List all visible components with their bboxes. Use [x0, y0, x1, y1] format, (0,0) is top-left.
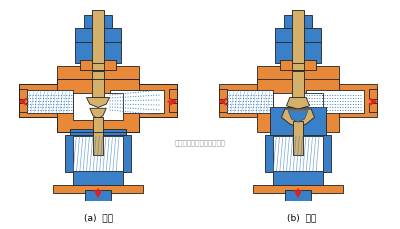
Bar	[110, 91, 164, 114]
Bar	[93, 118, 103, 155]
Bar	[73, 94, 123, 120]
Bar	[54, 185, 142, 193]
Bar	[273, 169, 323, 187]
Bar	[275, 29, 321, 44]
Bar	[292, 72, 304, 98]
Bar	[369, 90, 377, 100]
Polygon shape	[288, 111, 308, 123]
Bar	[254, 185, 342, 193]
Bar	[85, 190, 111, 202]
Polygon shape	[90, 109, 106, 120]
Bar	[280, 60, 316, 70]
Bar	[27, 91, 73, 114]
Bar	[219, 85, 268, 118]
Bar	[285, 190, 311, 202]
Polygon shape	[86, 98, 110, 108]
Bar	[92, 62, 104, 70]
Bar	[306, 91, 364, 114]
Bar	[128, 85, 177, 118]
Bar	[19, 90, 27, 100]
Bar	[169, 103, 177, 113]
Bar	[73, 169, 123, 187]
Bar	[265, 136, 331, 172]
Polygon shape	[282, 110, 314, 128]
Bar	[57, 80, 139, 133]
Bar	[75, 29, 121, 44]
Bar	[65, 136, 131, 172]
Bar	[292, 62, 304, 70]
Bar	[270, 108, 326, 137]
Bar	[57, 67, 139, 85]
Bar	[92, 11, 104, 64]
Bar	[273, 137, 323, 171]
Text: (b)  合流: (b) 合流	[287, 212, 317, 221]
Bar	[75, 42, 121, 64]
Bar	[219, 90, 227, 100]
Bar	[169, 90, 177, 100]
Bar	[278, 82, 318, 92]
Bar	[92, 72, 104, 98]
Bar	[275, 42, 321, 64]
Bar	[219, 103, 227, 113]
Bar	[292, 11, 304, 64]
Bar	[78, 82, 118, 92]
Bar	[257, 67, 339, 85]
Bar	[19, 103, 27, 113]
Polygon shape	[286, 98, 310, 110]
Bar	[293, 121, 303, 155]
Bar	[284, 16, 312, 31]
Text: 多仪阀门（上海）有限公司: 多仪阀门（上海）有限公司	[174, 139, 226, 145]
Bar	[73, 137, 123, 171]
Text: (a)  分流: (a) 分流	[84, 212, 112, 221]
Bar	[80, 60, 116, 70]
Bar	[70, 129, 126, 137]
Bar	[257, 80, 339, 133]
Bar	[273, 93, 323, 110]
Bar	[19, 85, 68, 118]
Bar	[227, 91, 273, 114]
Bar	[84, 16, 112, 31]
Bar	[369, 103, 377, 113]
Bar	[328, 85, 377, 118]
